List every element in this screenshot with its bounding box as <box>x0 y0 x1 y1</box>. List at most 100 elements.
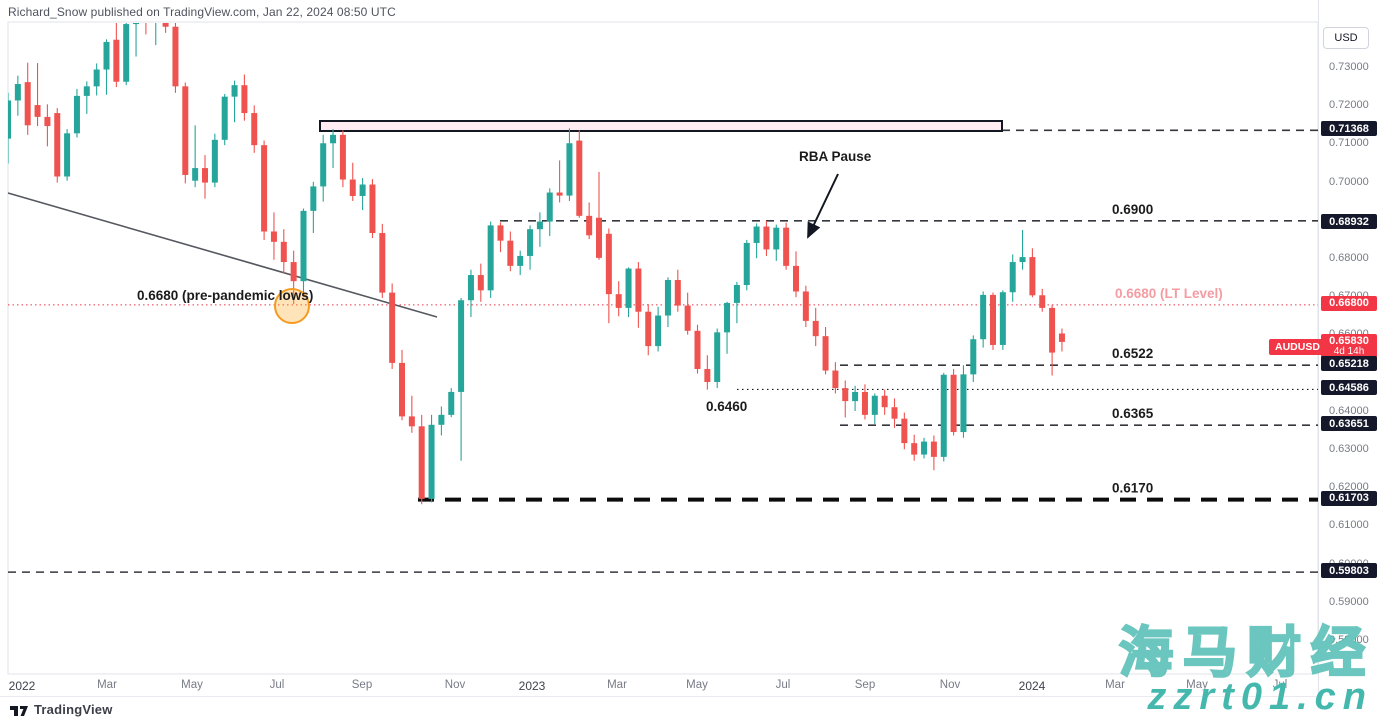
candle <box>428 424 435 499</box>
time-label-Mar[interactable]: Mar <box>607 679 627 691</box>
candle <box>507 240 514 266</box>
time-label-May[interactable]: May <box>1186 679 1208 691</box>
candle <box>359 184 366 196</box>
time-label-May[interactable]: May <box>181 679 203 691</box>
price-chart-canvas[interactable]: 0.6900 0.6680 (LT Level) 0.6522 0.6365 0.617… <box>0 0 1379 702</box>
candle <box>546 192 553 222</box>
time-label-Jul[interactable]: Jul <box>1272 679 1288 691</box>
candle <box>241 85 248 114</box>
resistance-zone-box[interactable] <box>319 120 1003 132</box>
candle <box>34 105 41 117</box>
candle <box>477 275 484 291</box>
price-tick-0.63000: 0.63000 <box>1329 443 1369 455</box>
level-badge-0.63651: 0.63651 <box>1321 416 1377 432</box>
candle <box>231 85 238 97</box>
descending-trendline[interactable] <box>7 192 438 318</box>
candle <box>24 82 31 126</box>
candle <box>162 23 169 27</box>
time-label-Nov[interactable]: Nov <box>444 679 466 691</box>
candle <box>635 268 642 312</box>
candle <box>418 426 425 499</box>
price-tick-0.61000: 0.61000 <box>1329 519 1369 532</box>
price-axis[interactable]: USD 0.73000 0.72000 0.71000 0.70000 0.68000 0… <box>1318 0 1379 700</box>
candle <box>793 265 799 292</box>
candle <box>1029 257 1036 296</box>
candle <box>438 414 445 425</box>
candle <box>684 305 691 331</box>
time-label-Jul[interactable]: Jul <box>269 679 285 691</box>
candle <box>704 369 711 383</box>
time-label-May[interactable]: May <box>686 679 708 691</box>
watermark-chinese: 海马财经 <box>1118 622 1375 685</box>
time-label-2022[interactable]: 2022 <box>8 679 36 693</box>
candle <box>14 84 21 101</box>
price-tick-0.70000: 0.70000 <box>1329 175 1369 188</box>
candle <box>674 280 681 306</box>
candle <box>990 294 996 345</box>
time-label-2024[interactable]: 2024 <box>1018 679 1046 693</box>
level-label-0.617: 0.6170 <box>1112 481 1153 496</box>
candle <box>467 275 474 301</box>
time-label-Jul[interactable]: Jul <box>775 679 791 691</box>
time-axis[interactable]: 2022 Mar May Jul Sep Nov 2023 Mar May Jul Sep Nov 20… <box>0 675 1318 697</box>
tradingview-logo <box>10 705 28 716</box>
candles-group <box>8 23 1065 505</box>
rba-pause-arrow[interactable] <box>807 173 839 239</box>
candle <box>645 311 652 347</box>
candle <box>1049 307 1056 353</box>
candle <box>842 388 849 402</box>
candle <box>970 339 977 375</box>
candle <box>458 300 465 392</box>
tradingview-attribution[interactable]: TradingView <box>10 702 113 717</box>
candle <box>320 143 327 187</box>
annotation-level-6460[interactable]: 0.6460 <box>706 399 747 414</box>
candle <box>940 374 947 457</box>
candle <box>408 416 415 427</box>
candle <box>625 268 632 308</box>
candle <box>280 241 287 263</box>
candle <box>290 262 297 282</box>
candle <box>763 226 770 250</box>
annotation-rba-pause[interactable]: RBA Pause <box>799 149 872 164</box>
candle <box>517 255 524 266</box>
last-price-badge: 0.65830 4d 14h <box>1321 333 1377 359</box>
highlight-circle[interactable] <box>274 288 310 324</box>
candle <box>349 179 356 196</box>
candle <box>330 134 337 144</box>
level-label-0.6365: 0.6365 <box>1112 406 1154 421</box>
candle <box>448 391 455 415</box>
candle <box>44 116 51 127</box>
time-label-Mar[interactable]: Mar <box>1105 679 1125 691</box>
candle <box>113 39 120 82</box>
candle <box>655 315 662 347</box>
candle <box>852 391 859 402</box>
time-label-Sep[interactable]: Sep <box>351 679 373 691</box>
candle <box>172 26 179 87</box>
candle <box>812 320 819 337</box>
level-badge-0.65218: 0.65218 <box>1321 356 1377 372</box>
candle <box>487 225 494 291</box>
candle <box>960 374 967 433</box>
candle <box>615 294 622 308</box>
candle <box>605 233 612 295</box>
candle <box>527 229 534 256</box>
time-label-Sep[interactable]: Sep <box>854 679 876 691</box>
annotation-pre-pandemic[interactable]: 0.6680 (pre-pandemic lows) <box>137 288 313 303</box>
candle <box>83 86 90 96</box>
candle <box>911 443 918 455</box>
currency-toggle-button[interactable]: USD <box>1323 27 1369 49</box>
candle <box>556 192 563 196</box>
candle <box>980 294 987 340</box>
level-label-0.69: 0.6900 <box>1112 202 1153 217</box>
candle <box>596 217 602 258</box>
time-label-Nov[interactable]: Nov <box>939 679 961 691</box>
price-tick-0.73000: 0.73000 <box>1329 61 1369 73</box>
watermark-url: zzrt01.cn <box>1147 676 1373 718</box>
candle <box>123 24 130 82</box>
time-label-2023[interactable]: 2023 <box>518 679 546 693</box>
candle <box>202 168 208 183</box>
candle <box>300 210 307 282</box>
candle <box>586 215 593 236</box>
time-label-Mar[interactable]: Mar <box>97 679 117 691</box>
